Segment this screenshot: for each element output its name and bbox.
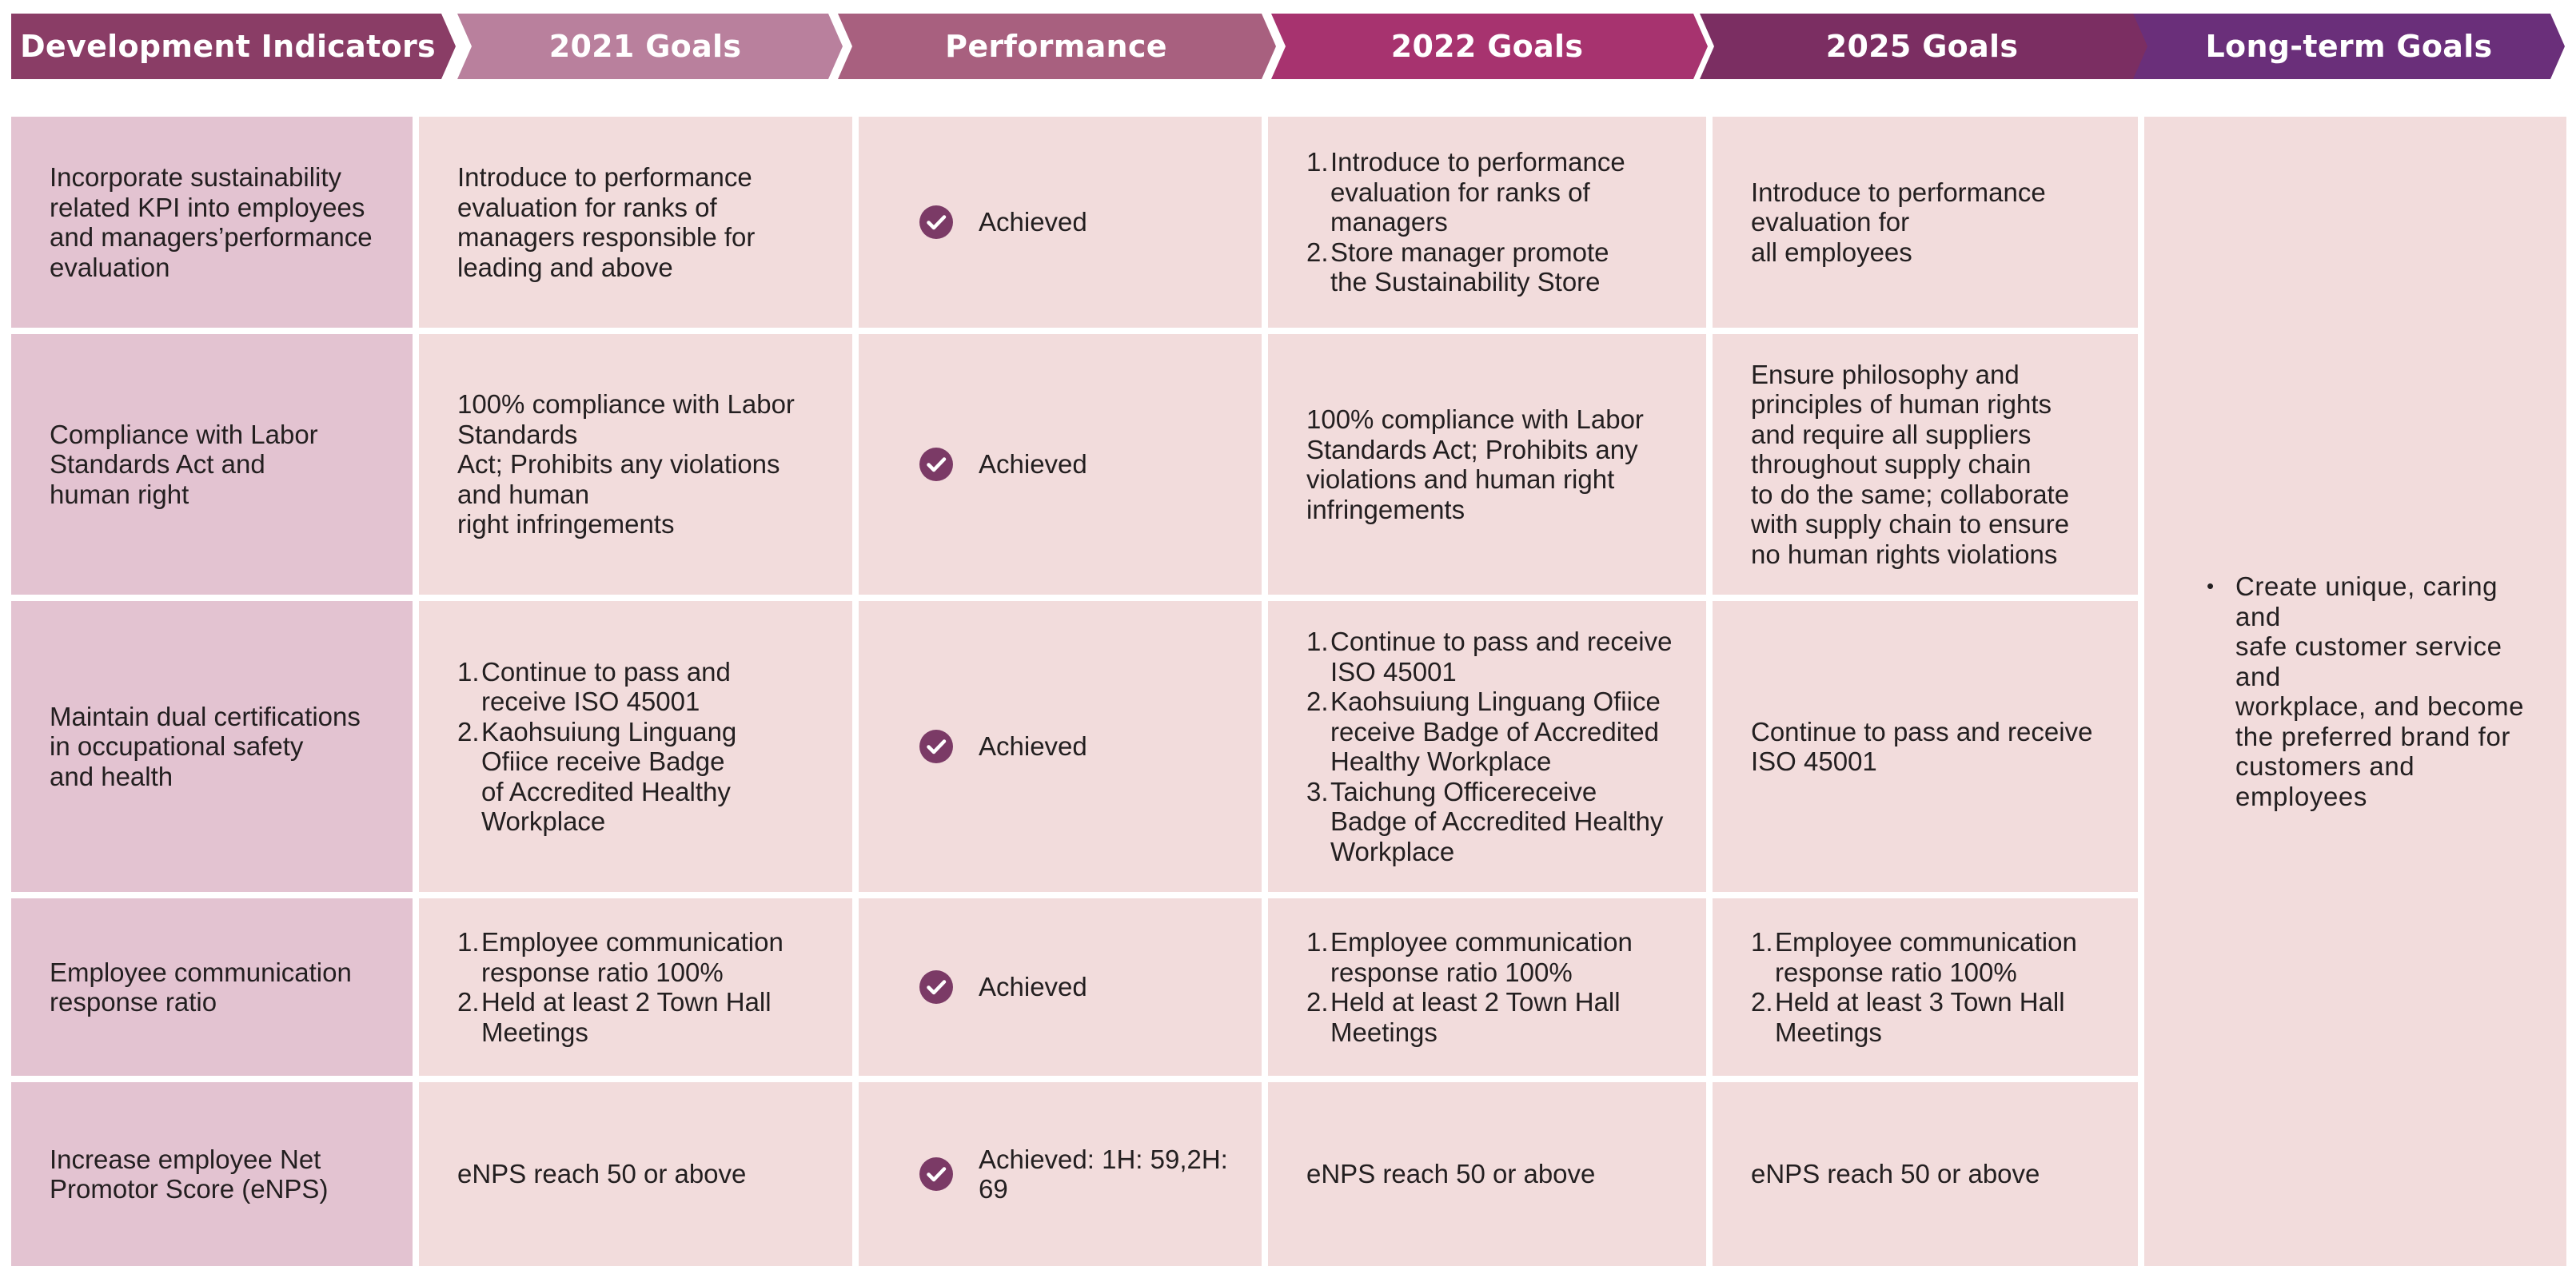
performance-text: Achieved	[979, 207, 1087, 237]
list-item: Continue to pass and receive ISO 45001	[457, 656, 731, 717]
goal-list: Employee communication response ratio 10…	[1751, 927, 2077, 1047]
header-label: 2022 Goals	[1390, 29, 1584, 64]
goal-text: Continue to pass and receive ISO 45001	[1751, 716, 2093, 777]
indicator-text: Compliance with Labor Standards Act and …	[50, 419, 318, 509]
goal-list: Continue to pass and receive ISO 45001 K…	[457, 657, 736, 837]
goal-list: Introduce to performance evaluation for …	[1306, 147, 1625, 297]
header-chevron-3	[838, 14, 1276, 79]
list-item: Employee communication response ratio 10…	[1751, 927, 2077, 987]
table-row-1-goals-2021: Introduce to performance evaluation for …	[419, 117, 852, 328]
header-label: 2025 Goals	[1825, 29, 2019, 64]
indicator-text: Increase employee Net Promotor Score (eN…	[50, 1144, 329, 1204]
list-item: Store manager promote the Sustainability…	[1306, 237, 1609, 297]
goal-text: Introduce to performance evaluation for …	[1751, 177, 2046, 267]
header-label: Performance	[945, 29, 1167, 64]
header-performance: Performance	[838, 14, 1274, 79]
table-row-2-goals-2025: Ensure philosophy and principles of huma…	[1713, 334, 2138, 595]
performance-text: Achieved	[979, 731, 1087, 762]
header-bar: Development Indicators 2021 Goals Perfor…	[0, 14, 2576, 79]
table-row-4-goals-2022: Employee communication response ratio 10…	[1268, 898, 1706, 1076]
table-row-2-goals-2021: 100% compliance with Labor Standards Act…	[419, 334, 852, 595]
check-circle-icon	[919, 970, 953, 1004]
goal-text: Introduce to performance evaluation for …	[457, 162, 756, 282]
goal-text: Ensure philosophy and principles of huma…	[1751, 359, 2070, 569]
goal-list: Employee communication response ratio 10…	[457, 927, 784, 1047]
header-long-term-goals: Long-term Goals	[2133, 14, 2565, 79]
header-chevron-4	[1271, 14, 1708, 79]
list-item: Introduce to performance evaluation for …	[1306, 147, 1625, 237]
performance-status: Achieved	[919, 205, 1087, 239]
list-item: Held at least 2 Town Hall Meetings	[1306, 987, 1621, 1047]
performance-text: Achieved	[979, 449, 1087, 480]
table-row-3-indicator: Maintain dual certifications in occupati…	[11, 601, 413, 892]
table-row-4-goals-2025: Employee communication response ratio 10…	[1713, 898, 2138, 1076]
performance-status: Achieved	[919, 970, 1087, 1004]
table-row-5-goals-2021: eNPS reach 50 or above	[419, 1082, 852, 1266]
header-2022-goals: 2022 Goals	[1271, 14, 1703, 79]
table-row-4-performance: Achieved	[859, 898, 1262, 1076]
table-row-3-goals-2025: Continue to pass and receive ISO 45001	[1713, 601, 2138, 892]
header-chevron-1	[11, 14, 456, 79]
table-row-3-performance: Achieved	[859, 601, 1262, 892]
table-row-3-goals-2022: Continue to pass and receive ISO 45001 K…	[1268, 601, 1706, 892]
list-item: Continue to pass and receive ISO 45001	[1306, 627, 1673, 687]
goal-text: eNPS reach 50 or above	[1306, 1159, 1596, 1189]
check-circle-icon	[919, 730, 953, 763]
list-item: Held at least 3 Town Hall Meetings	[1751, 987, 2065, 1047]
indicator-text: Employee communication response ratio	[50, 957, 352, 1017]
header-2021-goals: 2021 Goals	[457, 14, 833, 79]
table-row-1-indicator: Incorporate sustainability related KPI i…	[11, 117, 413, 328]
goal-text: eNPS reach 50 or above	[1751, 1159, 2040, 1189]
header-chevron-5	[1700, 14, 2149, 79]
table-row-4-indicator: Employee communication response ratio	[11, 898, 413, 1076]
table-row-5-goals-2025: eNPS reach 50 or above	[1713, 1082, 2138, 1266]
list-item: Taichung Officereceive Badge of Accredit…	[1306, 776, 1664, 866]
goal-list: Employee communication response ratio 10…	[1306, 927, 1633, 1047]
table-row-1-goals-2022: Introduce to performance evaluation for …	[1268, 117, 1706, 328]
header-chevron-shapes	[11, 14, 2565, 79]
table-row-1-goals-2025: Introduce to performance evaluation for …	[1713, 117, 2138, 328]
long-term-goals-cell: Create unique, caring and safe customer …	[2144, 117, 2566, 1266]
table-row-2-goals-2022: 100% compliance with Labor Standards Act…	[1268, 334, 1706, 595]
list-item: Create unique, caring and safe customer …	[2207, 571, 2534, 811]
list-item: Kaohsuiung Linguang Ofiice receive Badge…	[1306, 687, 1661, 776]
header-chevron-2	[457, 14, 843, 79]
table-row-2-indicator: Compliance with Labor Standards Act and …	[11, 334, 413, 595]
header-chevron-6	[2133, 14, 2565, 79]
header-development-indicators: Development Indicators	[11, 14, 445, 79]
long-term-goal-list: Create unique, caring and safe customer …	[2207, 571, 2534, 811]
table-row-4-goals-2021: Employee communication response ratio 10…	[419, 898, 852, 1076]
goal-text: 100% compliance with Labor Standards Act…	[1306, 404, 1644, 524]
list-item: Employee communication response ratio 10…	[1306, 927, 1633, 987]
check-circle-icon	[919, 448, 953, 481]
indicator-text: Maintain dual certifications in occupati…	[50, 701, 361, 791]
check-circle-icon	[919, 1157, 953, 1191]
check-circle-icon	[919, 205, 953, 239]
header-label: 2021 Goals	[548, 29, 742, 64]
table-row-5-performance: Achieved: 1H: 59,2H: 69	[859, 1082, 1262, 1266]
table-row-1-performance: Achieved	[859, 117, 1262, 328]
performance-status: Achieved: 1H: 59,2H: 69	[919, 1145, 1236, 1204]
header-label: Development Indicators	[20, 29, 436, 64]
list-item: Kaohsuiung Linguang Ofiice receive Badge…	[457, 716, 737, 837]
performance-status: Achieved	[919, 730, 1087, 763]
table-row-5-goals-2022: eNPS reach 50 or above	[1268, 1082, 1706, 1266]
goal-text: eNPS reach 50 or above	[457, 1159, 747, 1189]
table-row-5-indicator: Increase employee Net Promotor Score (eN…	[11, 1082, 413, 1266]
header-label: Long-term Goals	[2205, 29, 2493, 64]
list-item: Employee communication response ratio 10…	[457, 927, 784, 987]
indicator-text: Incorporate sustainability related KPI i…	[50, 162, 373, 282]
header-2025-goals: 2025 Goals	[1700, 14, 2144, 79]
table-row-2-performance: Achieved	[859, 334, 1262, 595]
goal-text: 100% compliance with Labor Standards Act…	[457, 389, 795, 539]
performance-status: Achieved	[919, 448, 1087, 481]
table-row-3-goals-2021: Continue to pass and receive ISO 45001 K…	[419, 601, 852, 892]
goals-table: Incorporate sustainability related KPI i…	[11, 117, 2566, 1266]
list-item: Held at least 2 Town Hall Meetings	[457, 987, 772, 1047]
performance-text: Achieved: 1H: 59,2H: 69	[979, 1144, 1228, 1204]
goal-list: Continue to pass and receive ISO 45001 K…	[1306, 627, 1672, 866]
performance-text: Achieved	[979, 972, 1087, 1002]
